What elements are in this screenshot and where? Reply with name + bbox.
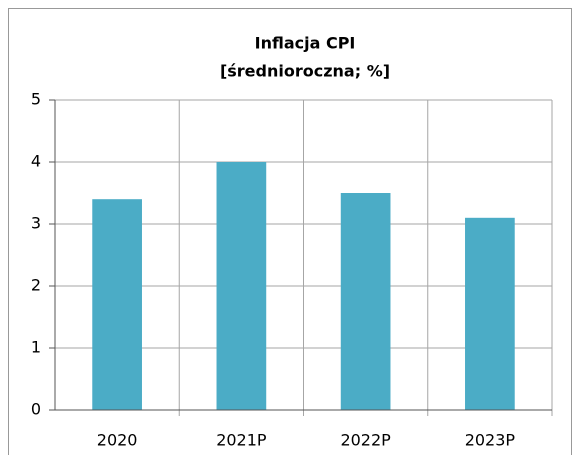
x-tick-label: 2021P xyxy=(216,431,267,450)
x-tick-label: 2023P xyxy=(465,431,516,450)
x-tick-label: 2022P xyxy=(340,431,391,450)
bar xyxy=(92,199,142,410)
y-tick-label: 1 xyxy=(31,338,41,357)
y-tick-label: 4 xyxy=(31,152,41,171)
chart-subtitle: [średnioroczna; %] xyxy=(220,62,390,81)
chart-title: Inflacja CPI xyxy=(255,34,356,53)
x-tick-label: 2020 xyxy=(97,431,138,450)
bar xyxy=(216,162,267,410)
y-tick-label: 3 xyxy=(31,214,41,233)
y-tick-label: 2 xyxy=(31,276,41,295)
y-tick-label: 5 xyxy=(31,90,41,109)
bar xyxy=(340,193,391,410)
y-tick-label: 0 xyxy=(31,400,41,419)
bar xyxy=(465,217,515,410)
